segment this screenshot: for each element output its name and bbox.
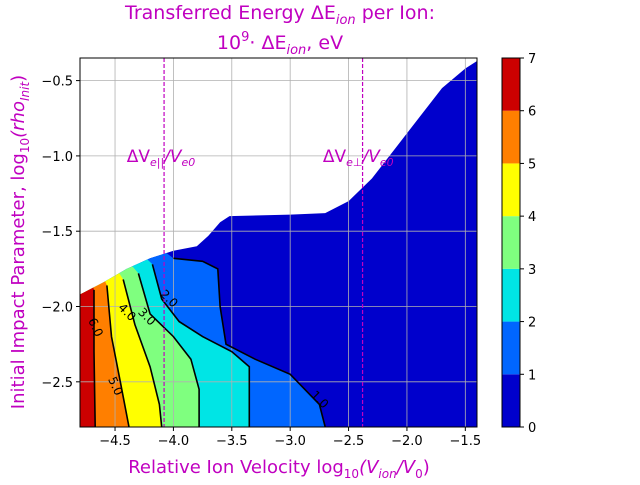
plot-frame bbox=[79, 57, 478, 428]
colorbar-segment-0 bbox=[502, 374, 520, 427]
reference-lines bbox=[163, 58, 364, 427]
y-tick-label-2: −1.5 bbox=[41, 225, 73, 240]
y-tick-label-1: −1.0 bbox=[41, 150, 73, 165]
x-tick-label-6: −1.5 bbox=[450, 434, 482, 449]
x-tick-label-2: −3.5 bbox=[216, 434, 248, 449]
reference-line-labels: ΔVe||/Ve0 ΔVe⊥/Ve0 bbox=[127, 147, 394, 169]
contour-lines bbox=[93, 257, 326, 427]
fill-level-6 bbox=[80, 214, 96, 427]
colorbar-segment-6 bbox=[502, 58, 520, 111]
reference-line-label-1: ΔVe⊥/Ve0 bbox=[323, 147, 394, 169]
chart-title-line2: 109· ΔEion, eV bbox=[217, 30, 343, 58]
colorbar-label-5: 5 bbox=[528, 157, 536, 172]
colorbar-label-0: 0 bbox=[528, 421, 536, 436]
colorbar-segment-5 bbox=[502, 110, 520, 164]
y-axis-ticks: −0.5 −1.0 −1.5 −2.0 −2.5 bbox=[41, 75, 80, 391]
y-tick-label-4: −2.5 bbox=[41, 376, 73, 391]
contour-line-1 bbox=[173, 257, 326, 427]
x-tick-label-4: −2.5 bbox=[333, 434, 365, 449]
y-tick-label-0: −0.5 bbox=[41, 75, 73, 90]
reference-line-label-0: ΔVe||/Ve0 bbox=[127, 147, 196, 169]
x-tick-label-5: −2.0 bbox=[391, 434, 423, 449]
x-axis-ticks: −4.5 −4.0 −3.5 −3.0 −2.5 −2.0 −1.5 bbox=[99, 427, 481, 449]
colorbar-label-3: 3 bbox=[528, 263, 536, 278]
colorbar-label-1: 1 bbox=[528, 368, 536, 383]
colorbar-segment-1 bbox=[502, 321, 520, 375]
contour-fills bbox=[80, 61, 477, 427]
colorbar-frame bbox=[501, 57, 521, 428]
y-tick-label-3: −2.0 bbox=[41, 301, 73, 316]
x-tick-label-0: −4.5 bbox=[99, 434, 131, 449]
contour-line-4 bbox=[122, 279, 163, 427]
plot-area bbox=[80, 58, 477, 427]
colorbar-label-4: 4 bbox=[528, 210, 536, 225]
colorbar-segment-2 bbox=[502, 268, 520, 322]
grid-lines bbox=[80, 58, 477, 427]
colorbar-label-2: 2 bbox=[528, 316, 536, 331]
colorbar-segment-4 bbox=[502, 163, 520, 217]
contour-line-3 bbox=[137, 273, 200, 427]
contour-line-6 bbox=[93, 289, 96, 427]
x-tick-label-3: −3.0 bbox=[274, 434, 306, 449]
colorbar-segment-3 bbox=[502, 216, 520, 269]
x-axis-label: Relative Ion Velocity log10(Vion/V0) bbox=[128, 457, 430, 480]
contour-line-2 bbox=[151, 264, 251, 427]
y-axis-label: Initial Impact Parameter, log10(rhoInit) bbox=[8, 75, 32, 409]
chart-title-line1: Transferred Energy ΔEion per Ion: bbox=[124, 2, 435, 28]
contour-line-5 bbox=[106, 285, 130, 427]
colorbar-label-6: 6 bbox=[528, 105, 536, 120]
colorbar-label-7: 7 bbox=[528, 52, 536, 67]
x-tick-label-1: −4.0 bbox=[158, 434, 190, 449]
colorbar: 0 1 2 3 4 5 6 7 bbox=[501, 52, 536, 436]
